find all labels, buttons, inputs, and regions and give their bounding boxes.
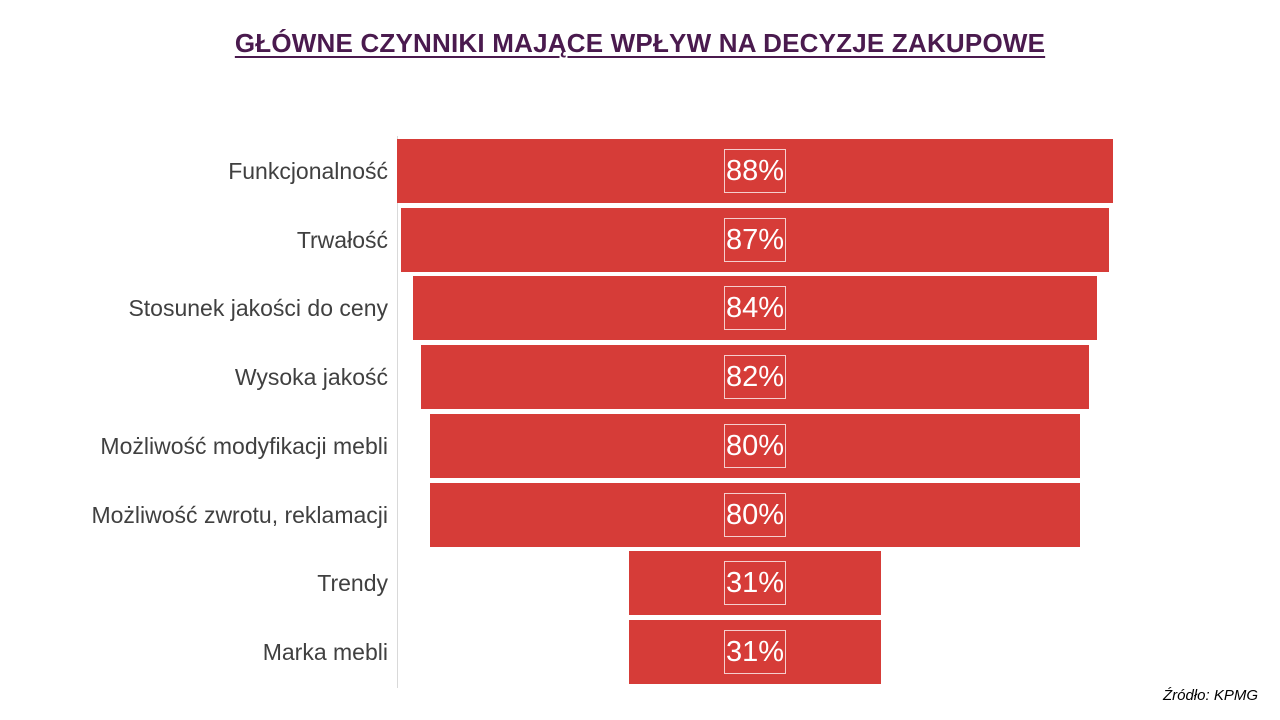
source-note: Źródło: KPMG xyxy=(1162,687,1258,704)
chart-title-text: GŁÓWNE CZYNNIKI MAJĄCE WPŁYW NA DECYZJE … xyxy=(234,28,1046,58)
category-label: Stosunek jakości do ceny xyxy=(128,295,388,322)
value-label: 31% xyxy=(724,561,787,606)
value-label: 80% xyxy=(724,423,787,468)
category-axis-line xyxy=(397,136,398,688)
value-label: 88% xyxy=(724,149,787,193)
value-label: 80% xyxy=(724,492,787,537)
category-label: Trendy xyxy=(317,570,388,597)
category-label: Trwałość xyxy=(296,226,388,253)
category-label: Możliwość zwrotu, reklamacji xyxy=(91,501,388,528)
value-label: 82% xyxy=(724,355,787,400)
category-label: Funkcjonalność xyxy=(228,158,388,184)
value-label: 31% xyxy=(724,629,787,674)
value-label: 87% xyxy=(724,217,787,262)
category-label: Wysoka jakość xyxy=(234,364,388,391)
chart-title: GŁÓWNE CZYNNIKI MAJĄCE WPŁYW NA DECYZJE … xyxy=(0,28,1280,59)
category-label: Możliwość modyfikacji mebli xyxy=(100,432,388,459)
value-label: 84% xyxy=(724,286,787,331)
category-label: Marka mebli xyxy=(262,638,388,665)
